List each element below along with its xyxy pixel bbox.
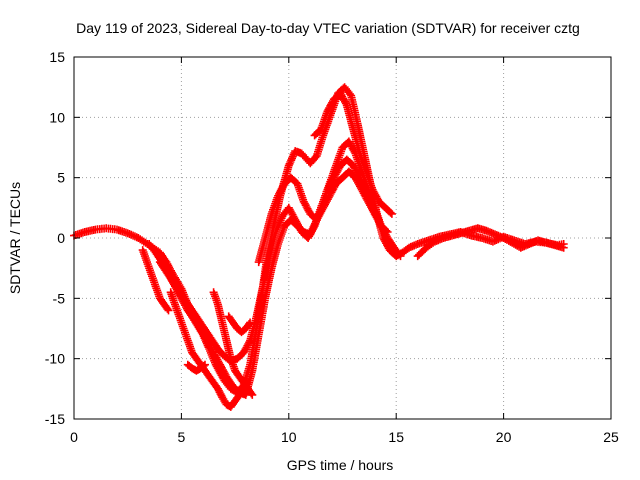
data-marks xyxy=(70,83,568,411)
series-arc-8 xyxy=(224,312,255,337)
grid-lines xyxy=(74,57,611,419)
data-point-markers xyxy=(145,137,405,399)
series-arc-11 xyxy=(413,224,568,261)
x-tick-label: 5 xyxy=(178,429,186,445)
series-arc-10 xyxy=(310,89,396,218)
y-tick-label: -5 xyxy=(53,290,66,306)
x-axis-label: GPS time / hours xyxy=(287,457,394,473)
series-arc-9 xyxy=(183,360,209,375)
y-tick-label: 10 xyxy=(49,109,65,125)
y-tick-label: 15 xyxy=(49,49,65,65)
y-tick-label: -10 xyxy=(45,351,65,367)
series-arc-4 xyxy=(254,167,392,267)
data-point-markers xyxy=(209,288,257,399)
x-tick-label: 25 xyxy=(603,429,619,445)
y-tick-labels: -15 -10 -5 0 5 10 15 xyxy=(45,49,65,427)
x-tick-label: 15 xyxy=(388,429,404,445)
x-tick-label: 0 xyxy=(70,429,78,445)
y-tick-label: 0 xyxy=(57,230,65,246)
x-tick-label: 20 xyxy=(496,429,512,445)
series-arc-7 xyxy=(209,288,257,399)
axis-ticks xyxy=(73,56,612,420)
data-point-markers xyxy=(166,288,252,411)
series-arc-6 xyxy=(166,288,252,411)
x-tick-labels: 0 5 10 15 20 25 xyxy=(70,429,619,445)
y-tick-label: 5 xyxy=(57,170,65,186)
x-tick-label: 10 xyxy=(281,429,297,445)
series-arc-3 xyxy=(155,155,383,366)
y-tick-label: -15 xyxy=(45,411,65,427)
data-point-markers xyxy=(254,167,392,267)
data-point-markers xyxy=(183,360,209,375)
data-point-markers xyxy=(155,155,383,366)
chart-title: Day 119 of 2023, Sidereal Day-to-day VTE… xyxy=(76,20,580,36)
data-point-markers xyxy=(310,89,396,218)
data-point-markers xyxy=(224,312,255,337)
series-arc-2 xyxy=(145,137,405,399)
data-point-markers xyxy=(138,246,173,315)
series-arc-5 xyxy=(138,246,173,315)
y-axis-label: SDTVAR / TECUs xyxy=(7,182,23,294)
data-point-markers xyxy=(413,224,568,261)
